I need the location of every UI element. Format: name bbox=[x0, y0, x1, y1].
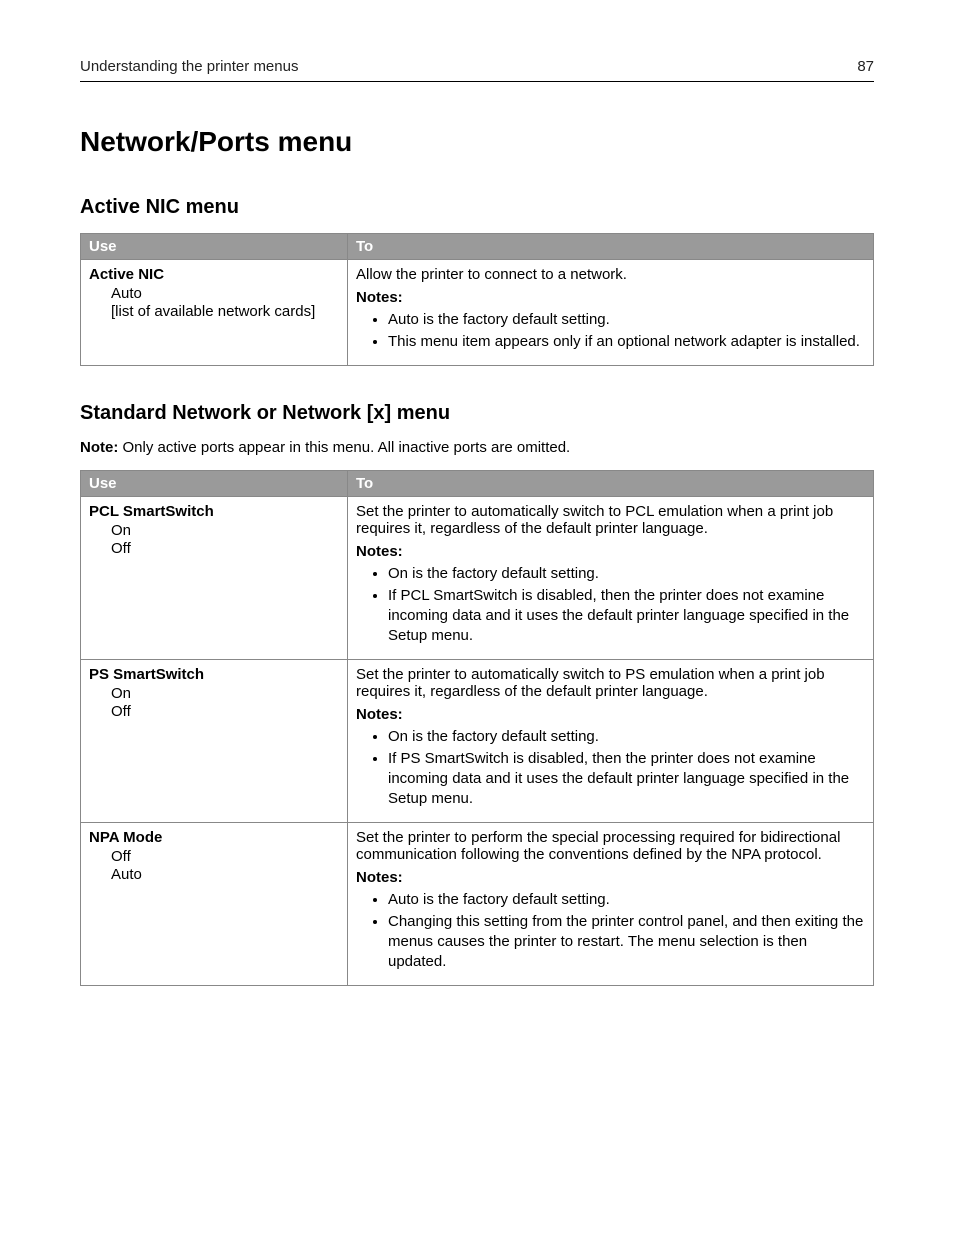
use-option: On bbox=[111, 522, 339, 539]
to-description: Allow the printer to connect to a networ… bbox=[356, 266, 865, 283]
note-item: Auto is the factory default setting. bbox=[388, 890, 865, 910]
table-row: NPA Mode Off Auto Set the printer to per… bbox=[81, 822, 874, 985]
notes-list: On is the factory default setting. If PS… bbox=[356, 727, 865, 810]
use-option: [list of available network cards] bbox=[111, 303, 339, 320]
note-item: Changing this setting from the printer c… bbox=[388, 912, 865, 973]
col-to: To bbox=[348, 234, 874, 260]
note-item: This menu item appears only if an option… bbox=[388, 332, 865, 352]
page: Understanding the printer menus 87 Netwo… bbox=[0, 0, 954, 1235]
note-item: If PS SmartSwitch is disabled, then the … bbox=[388, 749, 865, 810]
main-title: Network/Ports menu bbox=[80, 126, 874, 158]
use-option: On bbox=[111, 685, 339, 702]
col-to: To bbox=[348, 470, 874, 496]
to-description: Set the printer to automatically switch … bbox=[356, 666, 865, 700]
use-option: Auto bbox=[111, 285, 339, 302]
to-description: Set the printer to perform the special p… bbox=[356, 829, 865, 863]
use-option: Off bbox=[111, 703, 339, 720]
use-title: PS SmartSwitch bbox=[89, 666, 339, 683]
note-item: On is the factory default setting. bbox=[388, 727, 865, 747]
use-title: NPA Mode bbox=[89, 829, 339, 846]
use-title: Active NIC bbox=[89, 266, 339, 283]
col-use: Use bbox=[81, 234, 348, 260]
note-item: Auto is the factory default setting. bbox=[388, 310, 865, 330]
note-item: On is the factory default setting. bbox=[388, 564, 865, 584]
table-row: Active NIC Auto [list of available netwo… bbox=[81, 260, 874, 366]
running-header: Understanding the printer menus 87 bbox=[80, 58, 874, 82]
note-text: Only active ports appear in this menu. A… bbox=[118, 439, 570, 456]
use-options: On Off bbox=[89, 685, 339, 720]
header-section: Understanding the printer menus bbox=[80, 58, 298, 75]
use-option: Off bbox=[111, 848, 339, 865]
use-title: PCL SmartSwitch bbox=[89, 503, 339, 520]
use-option: Auto bbox=[111, 866, 339, 883]
notes-label: Notes: bbox=[356, 869, 865, 886]
section1-title: Active NIC menu bbox=[80, 196, 874, 219]
notes-list: Auto is the factory default setting. Thi… bbox=[356, 310, 865, 353]
note-item: If PCL SmartSwitch is disabled, then the… bbox=[388, 586, 865, 647]
col-use: Use bbox=[81, 470, 348, 496]
notes-list: Auto is the factory default setting. Cha… bbox=[356, 890, 865, 973]
use-options: On Off bbox=[89, 522, 339, 557]
notes-label: Notes: bbox=[356, 543, 865, 560]
use-option: Off bbox=[111, 540, 339, 557]
notes-label: Notes: bbox=[356, 289, 865, 306]
table-row: PCL SmartSwitch On Off Set the printer t… bbox=[81, 496, 874, 659]
to-description: Set the printer to automatically switch … bbox=[356, 503, 865, 537]
table-row: PS SmartSwitch On Off Set the printer to… bbox=[81, 659, 874, 822]
active-nic-table: Use To Active NIC Auto [list of availabl… bbox=[80, 233, 874, 366]
section2-note: Note: Only active ports appear in this m… bbox=[80, 439, 874, 456]
note-prefix: Note: bbox=[80, 439, 118, 456]
use-options: Auto [list of available network cards] bbox=[89, 285, 339, 320]
header-page-number: 87 bbox=[857, 58, 874, 75]
notes-label: Notes: bbox=[356, 706, 865, 723]
section2-title: Standard Network or Network [x] menu bbox=[80, 402, 874, 425]
standard-network-table: Use To PCL SmartSwitch On Off Set the pr… bbox=[80, 470, 874, 986]
notes-list: On is the factory default setting. If PC… bbox=[356, 564, 865, 647]
use-options: Off Auto bbox=[89, 848, 339, 883]
